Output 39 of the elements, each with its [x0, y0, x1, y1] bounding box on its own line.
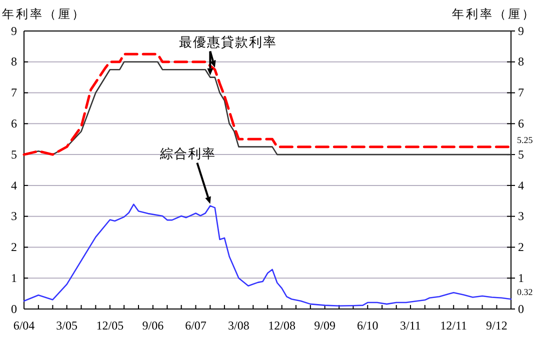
x-tick-label: 6/07 — [185, 318, 206, 333]
x-tick-label: 3/08 — [228, 318, 250, 333]
y-axis-title: 年利率（厘） — [2, 7, 86, 21]
y2-tick-label: 3 — [518, 209, 524, 224]
y-tick-label: 5 — [11, 147, 17, 162]
x-tick-label: 9/06 — [142, 318, 164, 333]
annotation: 5.25 — [517, 134, 534, 145]
y-tick-label: 8 — [11, 54, 17, 69]
x-tick-label: 3/05 — [56, 318, 78, 333]
y2-axis-title: 年利率（厘） — [452, 7, 536, 21]
x-tick-label: 3/11 — [400, 318, 421, 333]
line-series — [23, 204, 512, 307]
x-tick-label: 12/08 — [268, 318, 296, 333]
y-tick-label: 2 — [11, 240, 17, 254]
x-tick-label: 12/11 — [440, 318, 468, 333]
y2-tick-label: 6 — [518, 116, 524, 131]
y-tick-label: 7 — [11, 86, 17, 100]
y2-tick-label: 7 — [518, 86, 524, 100]
y2-tick-label: 4 — [518, 178, 524, 192]
y2-tick-label: 5 — [518, 147, 524, 162]
annotation: 最優惠貸款利率 — [179, 34, 278, 50]
y2-tick-label: 2 — [518, 240, 524, 254]
y-tick-label: 0 — [11, 302, 17, 316]
x-tick-label: 9/12 — [486, 318, 508, 333]
x-tick-label: 9/09 — [314, 318, 336, 333]
y-tick-label: 9 — [11, 24, 17, 38]
x-tick-label: 6/10 — [356, 318, 378, 333]
annotation: 0.32 — [517, 287, 533, 298]
y-tick-label: 6 — [11, 116, 17, 131]
y-tick-label: 4 — [11, 178, 17, 192]
y2-tick-label: 1 — [518, 270, 524, 285]
y-tick-label: 1 — [11, 270, 17, 285]
y2-tick-label: 8 — [518, 54, 524, 69]
x-tick-label: 6/04 — [13, 318, 35, 333]
x-tick-label: 12/05 — [96, 318, 124, 333]
y-tick-label: 3 — [11, 209, 17, 224]
y2-tick-label: 9 — [518, 24, 524, 38]
annotation: 綜合利率 — [159, 146, 216, 161]
y2-tick-label: 0 — [518, 302, 524, 316]
